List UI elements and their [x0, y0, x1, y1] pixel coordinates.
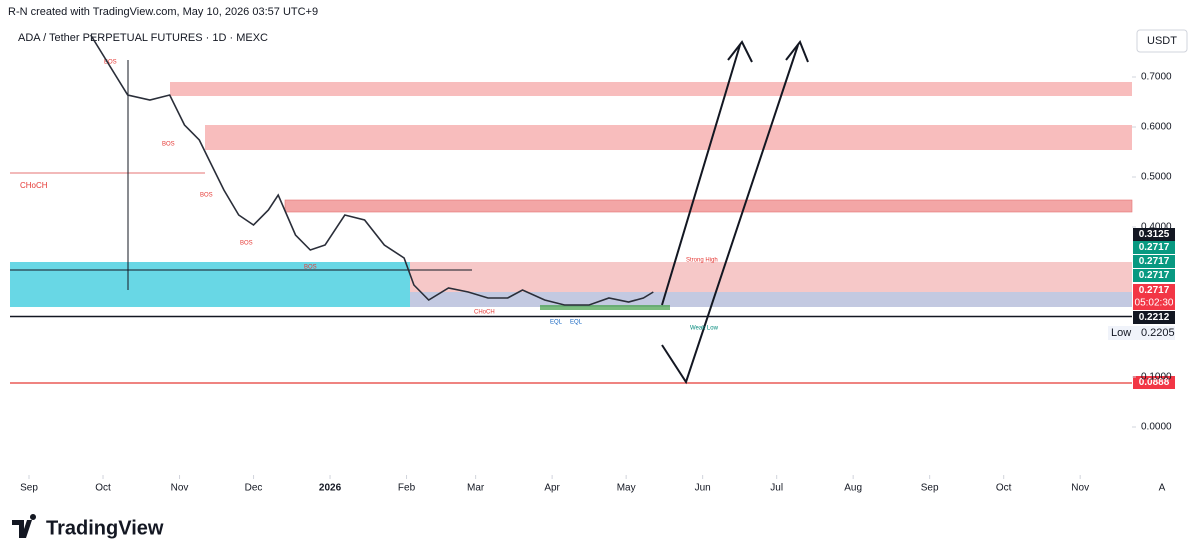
price-label: 0.2717	[1139, 242, 1170, 253]
price-label: 0.2212	[1139, 312, 1170, 323]
y-tick-label: 0.4000	[1141, 222, 1172, 233]
price-label: 0.3125	[1139, 229, 1170, 240]
annotation: EQL	[550, 320, 563, 326]
unit-box[interactable]	[1136, 29, 1188, 53]
price-badge	[1133, 241, 1175, 254]
annotation: BOS	[240, 241, 253, 247]
supply-zone	[170, 82, 1132, 96]
y-tick-label: 0.1000	[1141, 372, 1172, 383]
annotation: BOS	[162, 142, 175, 148]
x-tick-label: Aug	[844, 483, 862, 494]
y-tick-label: 0.5000	[1141, 172, 1172, 183]
x-tick-label: Jul	[770, 483, 783, 494]
low-label: Low	[1111, 327, 1131, 339]
brand: TradingView	[46, 517, 164, 539]
price-label: 0.2717	[1139, 285, 1170, 296]
price-label: 0.0888	[1139, 377, 1170, 388]
logo-mark	[12, 513, 37, 538]
price-badge	[1133, 376, 1175, 389]
x-tick-label: Jun	[695, 483, 711, 494]
price-badge	[1133, 311, 1175, 324]
annotation: CHoCH	[474, 310, 495, 316]
x-tick-label: Apr	[544, 483, 560, 494]
price-label: 0.2717	[1139, 270, 1170, 281]
price-line	[90, 34, 654, 306]
annotation: BOS	[104, 60, 117, 66]
arrow	[661, 44, 799, 385]
x-tick-label: 2026	[319, 483, 342, 494]
x-tick-label: Oct	[95, 483, 111, 494]
arrow	[661, 44, 741, 306]
annotation: CHoCH	[20, 181, 48, 190]
countdown: 05:02:30	[1135, 298, 1174, 309]
x-tick-label: Oct	[996, 483, 1012, 494]
annotation: Strong High	[686, 258, 718, 264]
annotation: BOS	[200, 193, 213, 199]
credit: R-N created with TradingView.com, May 10…	[8, 6, 318, 18]
x-tick-label: Sep	[20, 483, 38, 494]
eql-zone	[540, 305, 670, 310]
supply-zone	[284, 199, 1133, 213]
chart-title: ADA / Tether PERPETUAL FUTURES · 1D · ME…	[18, 32, 268, 44]
price-badge	[1133, 255, 1175, 268]
price-badge	[1133, 228, 1175, 241]
price-label: 0.2205	[1141, 327, 1175, 339]
x-tick-label: Sep	[921, 483, 939, 494]
annotation: Weak Low	[690, 326, 719, 332]
arrow-head	[727, 40, 753, 63]
y-tick-label: 0.0000	[1141, 422, 1172, 433]
price-label: 0.2717	[1139, 256, 1170, 267]
low-badge	[1108, 326, 1175, 340]
scale-mode[interactable]: A	[1159, 483, 1166, 494]
x-tick-label: Nov	[1071, 483, 1089, 494]
annotation: EQL	[570, 320, 583, 326]
price-badge	[1133, 284, 1175, 310]
arrow-head	[785, 40, 809, 63]
price-badge	[1133, 269, 1175, 282]
x-tick-label: Dec	[245, 483, 263, 494]
y-tick-label: 0.7000	[1141, 72, 1172, 83]
x-tick-label: Mar	[467, 483, 485, 494]
x-tick-label: Nov	[171, 483, 189, 494]
supply-zone	[205, 125, 1132, 150]
demand-zone	[10, 262, 410, 307]
y-tick-label: 0.6000	[1141, 122, 1172, 133]
y-axis-label: USDT	[1147, 35, 1177, 47]
annotation: BOS	[304, 265, 317, 271]
x-tick-label: May	[617, 483, 636, 494]
range-zone	[410, 292, 1132, 307]
x-tick-label: Feb	[398, 483, 416, 494]
